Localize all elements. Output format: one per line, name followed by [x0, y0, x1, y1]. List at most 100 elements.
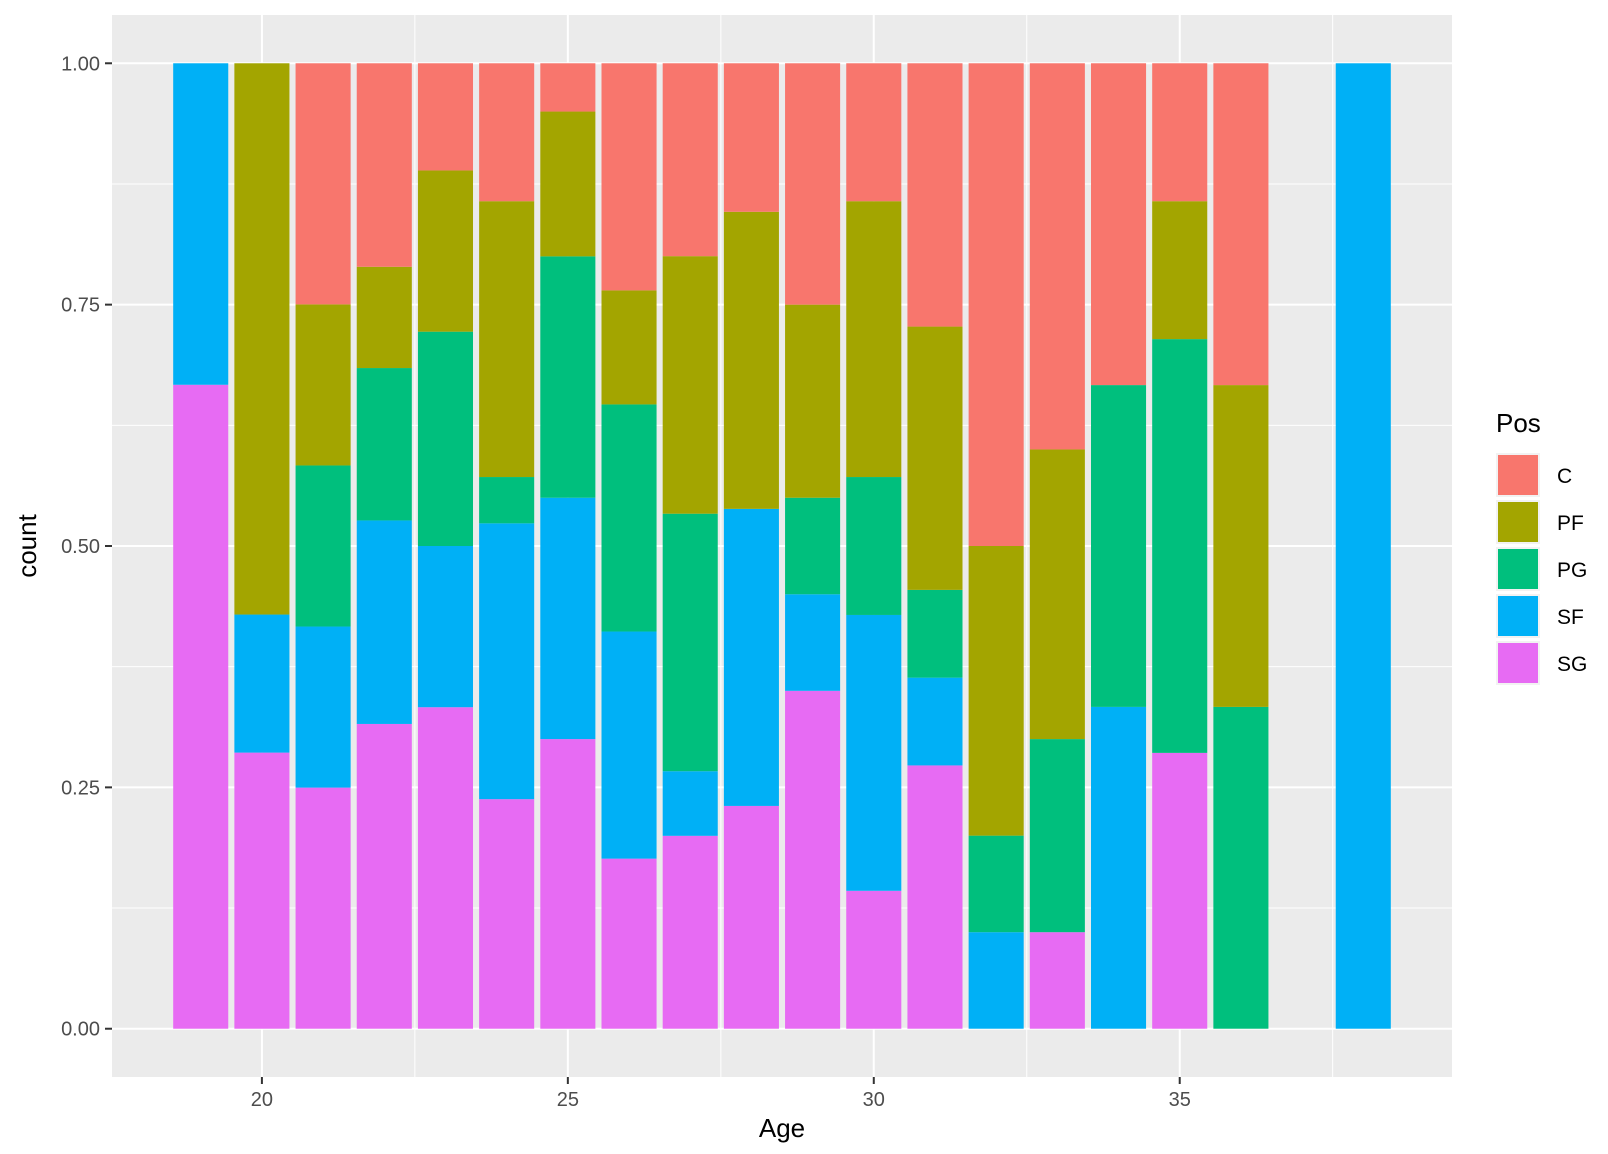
bar-stack-age-28	[723, 63, 779, 1029]
bar-stack-age-19	[173, 63, 229, 1029]
bar-segment-pg-age-25	[540, 256, 596, 498]
bar-segment-pf-age-23	[417, 170, 474, 332]
bar-stack-age-31	[907, 63, 963, 1029]
y-tick-label: 1.00	[61, 53, 100, 75]
x-axis: 20 25 30 35	[251, 1077, 1191, 1111]
bar-segment-pg-age-36	[1213, 706, 1269, 1029]
bar-segment-sf-age-22	[356, 520, 412, 724]
bar-segment-pf-age-36	[1213, 385, 1269, 707]
bar-segment-c-age-24	[479, 63, 535, 202]
legend-key-pf	[1498, 502, 1538, 542]
bar-segment-sf-age-32	[968, 932, 1024, 1029]
bar-segment-sg-age-27	[662, 835, 718, 1029]
bar-stack-age-23	[417, 63, 474, 1029]
x-tick-label: 20	[251, 1089, 273, 1111]
bar-stacks	[173, 63, 1391, 1029]
bar-segment-pf-age-26	[601, 290, 657, 405]
bar-segment-sf-age-25	[540, 497, 596, 740]
bar-stack-age-26	[601, 63, 657, 1029]
bar-segment-pf-age-24	[479, 201, 535, 478]
bar-segment-sg-age-26	[601, 858, 657, 1029]
legend-title: Pos	[1496, 408, 1541, 438]
bar-segment-c-age-31	[907, 63, 963, 327]
y-tick-label: 0.00	[61, 1019, 100, 1041]
legend-label-c: C	[1557, 465, 1572, 488]
x-tick-label: 35	[1169, 1089, 1191, 1111]
bar-stack-age-24	[479, 63, 535, 1029]
bar-segment-pg-age-26	[601, 404, 657, 632]
legend-label-sg: SG	[1557, 653, 1587, 676]
bar-segment-c-age-28	[723, 63, 779, 212]
bar-stack-age-30	[846, 63, 902, 1029]
bar-segment-pg-age-33	[1029, 739, 1085, 933]
bar-segment-pg-age-29	[785, 497, 841, 595]
bar-segment-sf-age-19	[173, 63, 229, 385]
bar-segment-sf-age-30	[846, 614, 902, 891]
bar-segment-pg-age-24	[479, 477, 535, 524]
bar-segment-sg-age-29	[785, 690, 841, 1029]
bar-segment-sf-age-29	[785, 594, 841, 691]
bar-segment-sf-age-26	[601, 631, 657, 859]
bar-segment-sf-age-23	[417, 546, 474, 708]
x-tick-label: 25	[557, 1089, 579, 1111]
bar-segment-pf-age-21	[295, 304, 351, 466]
bar-stack-age-27	[662, 63, 718, 1029]
bar-stack-age-38	[1335, 63, 1391, 1029]
bar-segment-c-age-32	[968, 63, 1024, 546]
bar-segment-pf-age-32	[968, 546, 1024, 836]
bar-segment-pg-age-21	[295, 465, 351, 627]
bar-segment-sg-age-31	[907, 765, 963, 1029]
bar-segment-c-age-35	[1152, 63, 1208, 202]
bar-segment-pg-age-30	[846, 477, 902, 615]
bar-segment-c-age-22	[356, 63, 412, 267]
bar-stack-age-35	[1152, 63, 1208, 1029]
bar-stack-age-25	[540, 63, 596, 1029]
bar-segment-sg-age-25	[540, 739, 596, 1029]
y-tick-label: 0.75	[61, 295, 100, 317]
bar-segment-c-age-25	[540, 63, 596, 112]
y-tick-label: 0.50	[61, 536, 100, 558]
bar-stack-age-34	[1090, 63, 1147, 1029]
bar-segment-sf-age-28	[723, 508, 779, 806]
bar-segment-sf-age-24	[479, 523, 535, 800]
bar-stack-age-33	[1029, 63, 1085, 1029]
bar-segment-pf-age-28	[723, 211, 779, 509]
bar-segment-c-age-21	[295, 63, 351, 305]
legend-key-pg	[1498, 549, 1538, 589]
x-axis-title: Age	[759, 1113, 805, 1143]
bar-stack-age-21	[295, 63, 351, 1029]
legend-label-sf: SF	[1557, 606, 1584, 629]
bar-segment-c-age-36	[1213, 63, 1269, 386]
bar-segment-sg-age-22	[356, 723, 412, 1029]
bar-segment-pg-age-22	[356, 368, 412, 521]
bar-segment-pg-age-31	[907, 589, 963, 678]
bar-segment-c-age-34	[1090, 63, 1147, 386]
bar-segment-pf-age-27	[662, 256, 718, 514]
bar-segment-c-age-26	[601, 63, 657, 291]
bar-segment-sg-age-33	[1029, 932, 1085, 1029]
bar-segment-pf-age-29	[785, 304, 841, 498]
bar-segment-c-age-23	[417, 63, 474, 171]
bar-segment-sg-age-19	[173, 384, 229, 1029]
legend-label-pf: PF	[1557, 512, 1584, 535]
bar-stack-age-36	[1213, 63, 1269, 1029]
bar-segment-pf-age-25	[540, 111, 596, 257]
y-axis-title: count	[12, 513, 42, 577]
bar-segment-sg-age-35	[1152, 752, 1208, 1029]
legend-key-sf	[1498, 596, 1538, 636]
bar-segment-pf-age-20	[234, 63, 290, 615]
bar-segment-sg-age-30	[846, 890, 902, 1029]
bar-segment-pg-age-23	[417, 331, 474, 546]
x-tick-label: 30	[863, 1089, 885, 1111]
bar-segment-sg-age-21	[295, 787, 351, 1029]
bar-segment-pf-age-33	[1029, 449, 1085, 740]
y-axis: 0.00 0.25 0.50 0.75 1.00	[61, 53, 112, 1041]
bar-segment-sg-age-28	[723, 805, 779, 1029]
y-tick-label: 0.25	[61, 777, 100, 799]
bar-segment-pg-age-35	[1152, 339, 1208, 753]
bar-stack-age-29	[785, 63, 841, 1029]
bar-segment-sg-age-20	[234, 752, 290, 1029]
legend-key-c	[1498, 455, 1538, 495]
bar-segment-sf-age-21	[295, 626, 351, 788]
